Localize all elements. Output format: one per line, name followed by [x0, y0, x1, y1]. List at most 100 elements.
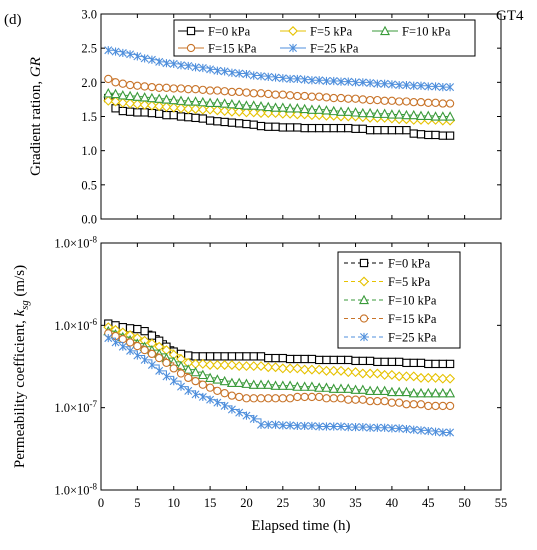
- data-point-f-10-kpa: [343, 106, 354, 116]
- data-point-f-10-kpa: [394, 109, 405, 119]
- bottom-x-tick-label: 0: [98, 496, 104, 510]
- data-point-f-25-kpa: [438, 428, 447, 437]
- data-point-f-25-kpa: [264, 72, 273, 81]
- data-point-f-0-kpa: [336, 355, 346, 365]
- data-point-f-5-kpa: [423, 372, 434, 383]
- data-point-f-0-kpa: [140, 326, 149, 336]
- data-point-f-5-kpa: [256, 108, 266, 119]
- data-point-f-25-kpa: [191, 390, 200, 399]
- data-point-f-15-kpa: [395, 398, 404, 407]
- data-point-f-5-kpa: [372, 368, 383, 379]
- data-point-f-25-kpa: [307, 76, 316, 85]
- data-point-f-5-kpa: [219, 106, 230, 117]
- data-point-f-10-kpa: [292, 381, 303, 391]
- data-point-f-10-kpa: [415, 387, 427, 398]
- data-point-f-15-kpa: [155, 353, 164, 363]
- data-point-f-15-kpa: [300, 91, 309, 101]
- data-point-f-5-kpa: [248, 361, 259, 372]
- data-point-f-10-kpa: [328, 383, 339, 393]
- data-point-f-5-kpa: [408, 371, 419, 382]
- data-point-f-0-kpa: [315, 355, 324, 365]
- data-point-f-25-kpa: [387, 424, 396, 433]
- data-point-f-25-kpa: [395, 80, 404, 90]
- data-point-f-15-kpa: [285, 91, 295, 100]
- data-point-f-10-kpa: [255, 100, 267, 111]
- data-point-f-0-kpa: [315, 123, 324, 133]
- data-point-f-25-kpa: [242, 70, 251, 79]
- bottom-x-tick-label: 15: [204, 496, 217, 510]
- data-point-f-10-kpa: [285, 380, 296, 390]
- bottom-x-tick-label: 10: [167, 496, 180, 510]
- data-point-f-15-kpa: [315, 92, 324, 101]
- data-point-f-25-kpa: [235, 69, 244, 78]
- data-point-f-15-kpa: [322, 394, 331, 403]
- data-point-f-0-kpa: [416, 358, 426, 368]
- data-point-f-25-kpa: [155, 57, 164, 66]
- data-point-f-15-kpa: [293, 392, 302, 402]
- data-point-f-25-kpa: [300, 421, 309, 431]
- data-point-f-0-kpa: [169, 110, 178, 120]
- data-point-f-5-kpa: [197, 104, 208, 115]
- data-point-f-25-kpa: [271, 420, 280, 429]
- data-point-f-5-kpa: [401, 371, 412, 382]
- data-point-f-0-kpa: [380, 126, 389, 135]
- data-point-f-0-kpa: [409, 129, 418, 138]
- data-point-f-0-kpa: [373, 126, 382, 135]
- data-point-f-25-kpa: [424, 426, 433, 436]
- data-point-f-0-kpa: [307, 123, 317, 133]
- bottom-x-tick-label: 50: [458, 496, 471, 510]
- data-point-f-10-kpa: [219, 375, 230, 386]
- data-point-f-0-kpa: [147, 331, 157, 340]
- data-point-f-25-kpa: [169, 377, 178, 386]
- data-point-f-25-kpa: [337, 77, 345, 86]
- data-point-f-15-kpa: [329, 93, 338, 103]
- data-point-f-10-kpa: [125, 90, 136, 101]
- data-point-f-0-kpa: [191, 352, 200, 361]
- data-point-f-25-kpa: [366, 423, 375, 432]
- data-point-f-25-kpa: [402, 424, 411, 434]
- data-point-f-0-kpa: [445, 359, 455, 369]
- data-point-f-5-kpa: [263, 362, 274, 373]
- top-legend-label-f-25-kpa: F=25 kPa: [310, 42, 359, 56]
- data-point-f-25-kpa: [147, 360, 156, 370]
- data-point-f-10-kpa: [430, 387, 441, 398]
- data-point-f-5-kpa: [161, 101, 172, 112]
- data-point-f-25-kpa: [351, 423, 360, 432]
- data-point-f-10-kpa: [154, 93, 165, 103]
- data-point-f-25-kpa: [373, 423, 382, 432]
- data-point-f-0-kpa: [300, 123, 309, 133]
- data-point-f-0-kpa: [438, 131, 447, 140]
- data-point-f-5-kpa: [343, 367, 354, 378]
- data-point-f-15-kpa: [162, 83, 171, 92]
- data-point-f-25-kpa: [133, 52, 142, 61]
- data-point-f-25-kpa: [446, 428, 455, 437]
- top-legend: F=0 kPa F=5 kPa F=10 kPa F=15 kPa F=25 kPa: [173, 19, 476, 57]
- bottom-x-tick-label: 55: [495, 496, 508, 510]
- bottom-legend-label-f-0-kpa: F=0 kPa: [388, 257, 431, 271]
- data-point-f-0-kpa: [264, 353, 273, 363]
- data-point-f-10-kpa: [423, 110, 434, 120]
- data-point-f-10-kpa: [270, 102, 281, 112]
- data-point-f-5-kpa: [205, 104, 216, 115]
- data-point-f-10-kpa: [386, 109, 397, 119]
- data-point-f-25-kpa: [358, 78, 367, 87]
- data-point-f-0-kpa: [329, 123, 338, 133]
- data-point-f-10-kpa: [277, 380, 288, 390]
- data-point-f-10-kpa: [241, 100, 252, 110]
- legend-marker-f-25-kpa: [360, 332, 368, 342]
- data-point-f-5-kpa: [241, 361, 252, 372]
- data-point-f-0-kpa: [402, 358, 411, 368]
- data-point-f-25-kpa: [220, 401, 229, 411]
- data-point-f-15-kpa: [344, 395, 353, 404]
- data-point-f-25-kpa: [395, 424, 404, 433]
- data-point-f-25-kpa: [177, 61, 185, 70]
- data-point-f-10-kpa: [139, 92, 150, 102]
- data-point-f-0-kpa: [365, 126, 375, 135]
- data-point-f-15-kpa: [300, 392, 309, 402]
- data-point-f-10-kpa: [379, 385, 390, 396]
- data-point-f-10-kpa: [372, 108, 383, 118]
- data-point-f-15-kpa: [387, 96, 397, 105]
- data-point-f-5-kpa: [256, 361, 266, 372]
- data-point-f-5-kpa: [285, 363, 296, 374]
- data-point-f-25-kpa: [169, 59, 178, 68]
